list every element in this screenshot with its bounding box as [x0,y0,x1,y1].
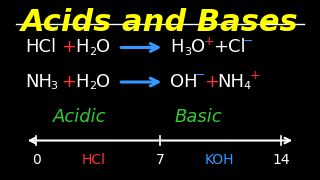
Text: H: H [170,39,184,57]
Text: 7: 7 [156,153,164,167]
Text: −: − [243,35,253,48]
Text: 2: 2 [90,82,97,91]
Text: NH: NH [25,73,52,91]
Text: 3: 3 [50,82,57,91]
Text: HCl: HCl [25,39,56,57]
Text: +: + [204,35,214,48]
Text: H: H [75,39,89,57]
Text: 14: 14 [272,153,290,167]
Text: OH: OH [170,73,198,91]
Text: Acids and Bases: Acids and Bases [21,8,299,37]
Text: −: − [195,69,205,82]
Text: 0: 0 [32,153,41,167]
Text: +: + [61,73,76,91]
Text: KOH: KOH [204,153,234,167]
Text: +: + [250,69,260,82]
Text: Cl: Cl [228,39,245,57]
Text: H: H [75,73,89,91]
Text: O: O [96,73,110,91]
Text: NH: NH [218,73,244,91]
Text: +: + [213,39,228,57]
Text: 4: 4 [244,82,251,91]
Text: O: O [96,39,110,57]
Text: +: + [61,39,76,57]
Text: Acidic: Acidic [53,109,106,127]
Text: Basic: Basic [175,109,223,127]
Text: HCl: HCl [82,153,106,167]
Text: +: + [204,73,219,91]
Text: 3: 3 [184,47,191,57]
Text: O: O [191,39,205,57]
Text: 2: 2 [90,47,97,57]
